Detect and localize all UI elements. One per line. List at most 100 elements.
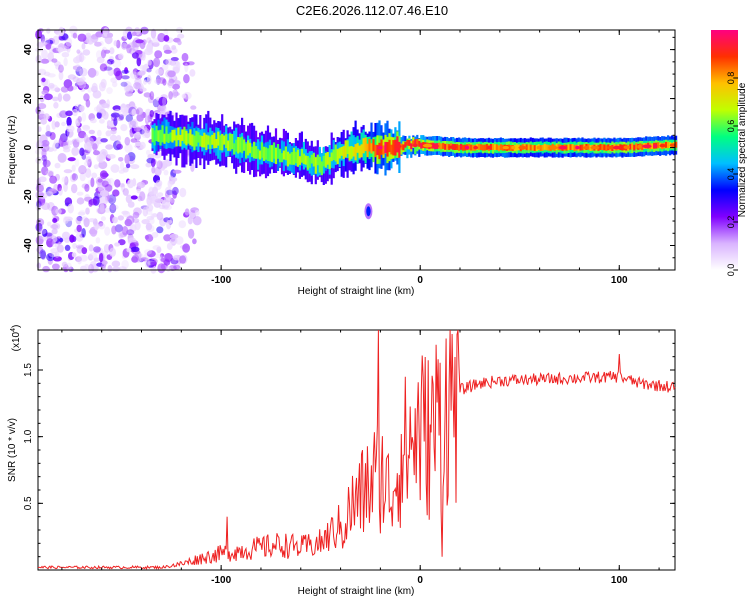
- signal-cell: [358, 145, 361, 158]
- noise-cell: [81, 43, 86, 50]
- noise-cell: [61, 52, 70, 58]
- signal-cell: [237, 137, 240, 154]
- noise-cell: [163, 49, 172, 54]
- signal-cell: [169, 132, 172, 142]
- signal-cell: [203, 132, 206, 148]
- signal-cell: [408, 140, 411, 146]
- noise-cell: [156, 77, 162, 84]
- noise-cell: [83, 134, 89, 144]
- noise-cell: [116, 135, 122, 142]
- noise-cell: [62, 145, 69, 150]
- signal-peak: [659, 143, 666, 148]
- noise-cell: [85, 156, 92, 164]
- signal-cell: [396, 136, 399, 153]
- noise-cell: [77, 33, 87, 42]
- noise-cell: [35, 222, 43, 232]
- noise-cell: [107, 265, 113, 273]
- noise-cell: [36, 177, 41, 185]
- signal-cell: [414, 143, 417, 155]
- signal-cell: [300, 148, 303, 163]
- noise-cell: [88, 252, 98, 260]
- noise-cell: [76, 191, 84, 196]
- noise-cell: [98, 222, 106, 230]
- noise-cell: [134, 221, 141, 231]
- snr-y-tick-label: 1.0: [23, 429, 34, 443]
- snr-multiplier: (x104): [10, 325, 22, 352]
- signal-cell: [209, 136, 212, 149]
- noise-cell: [164, 195, 172, 203]
- noise-cell: [49, 84, 59, 91]
- signal-cell: [227, 140, 230, 151]
- signal-peak: [607, 145, 615, 150]
- noise-cell: [126, 31, 133, 40]
- signal-cell: [340, 147, 343, 156]
- signal-cell: [211, 134, 214, 145]
- noise-cell: [71, 183, 78, 194]
- noise-cell: [131, 52, 139, 59]
- colorbar-label: Normalized spectral amplitude: [737, 82, 748, 217]
- signal-cell: [460, 143, 463, 150]
- signal-cell: [499, 144, 502, 151]
- signal-cell: [573, 145, 576, 152]
- signal-peak: [653, 144, 658, 148]
- signal-cell: [370, 143, 373, 154]
- signal-cell: [308, 157, 311, 168]
- signal-peak: [448, 145, 458, 149]
- noise-cell: [55, 64, 61, 70]
- noise-cell: [72, 32, 78, 39]
- noise-cell: [177, 33, 185, 39]
- signal-cell: [280, 140, 284, 163]
- signal-cell: [286, 151, 289, 167]
- noise-cell: [187, 228, 195, 239]
- spectrogram-x-tick-label: 100: [611, 275, 628, 286]
- signal-cell: [386, 142, 389, 157]
- noise-cell: [136, 181, 146, 189]
- signal-cell: [235, 139, 238, 152]
- signal-cell: [472, 144, 475, 151]
- noise-cell: [88, 198, 98, 206]
- noise-cell: [45, 170, 54, 176]
- signal-cell: [414, 139, 417, 146]
- noise-cell: [134, 141, 142, 147]
- signal-cell: [599, 144, 602, 150]
- snr-frame: [37, 329, 676, 571]
- snr-multiplier-exponent: 4: [10, 328, 17, 332]
- signal-cell: [468, 143, 471, 150]
- noise-cell: [83, 141, 92, 151]
- noise-cell: [122, 112, 128, 117]
- signal-cell: [270, 145, 274, 163]
- noise-cell: [154, 198, 164, 203]
- noise-cell: [79, 254, 88, 262]
- chart-title: C2E6.2026.112.07.46.E10: [296, 3, 448, 18]
- noise-cell: [57, 153, 67, 163]
- noise-cell: [152, 245, 161, 251]
- signal-cell: [193, 135, 196, 150]
- noise-cell: [52, 256, 62, 262]
- noise-cell: [139, 87, 147, 92]
- noise-cell: [36, 262, 41, 269]
- noise-cell: [99, 81, 106, 92]
- noise-cell: [159, 253, 165, 258]
- signal-cell: [167, 133, 170, 143]
- noise-cell: [130, 164, 140, 170]
- noise-cell: [132, 211, 140, 219]
- signal-cell: [245, 143, 248, 159]
- snr-x-tick-label: -100: [211, 575, 231, 586]
- signal-cell: [175, 135, 178, 147]
- signal-cell: [292, 147, 295, 165]
- noise-cell: [64, 176, 69, 186]
- noise-cell: [135, 109, 140, 115]
- noise-cell: [54, 162, 61, 169]
- noise-cell: [58, 187, 63, 196]
- spectrogram-y-tick-label: 0: [23, 144, 34, 150]
- noise-cell: [51, 239, 56, 248]
- noise-cell: [85, 168, 92, 179]
- noise-cell: [153, 190, 159, 199]
- noise-cell: [155, 68, 164, 75]
- noise-cell: [160, 104, 167, 114]
- noise-cell: [172, 83, 180, 90]
- signal-cell: [189, 129, 192, 146]
- signal-cell: [374, 144, 377, 158]
- noise-cell: [44, 232, 53, 237]
- noise-cell: [145, 149, 151, 156]
